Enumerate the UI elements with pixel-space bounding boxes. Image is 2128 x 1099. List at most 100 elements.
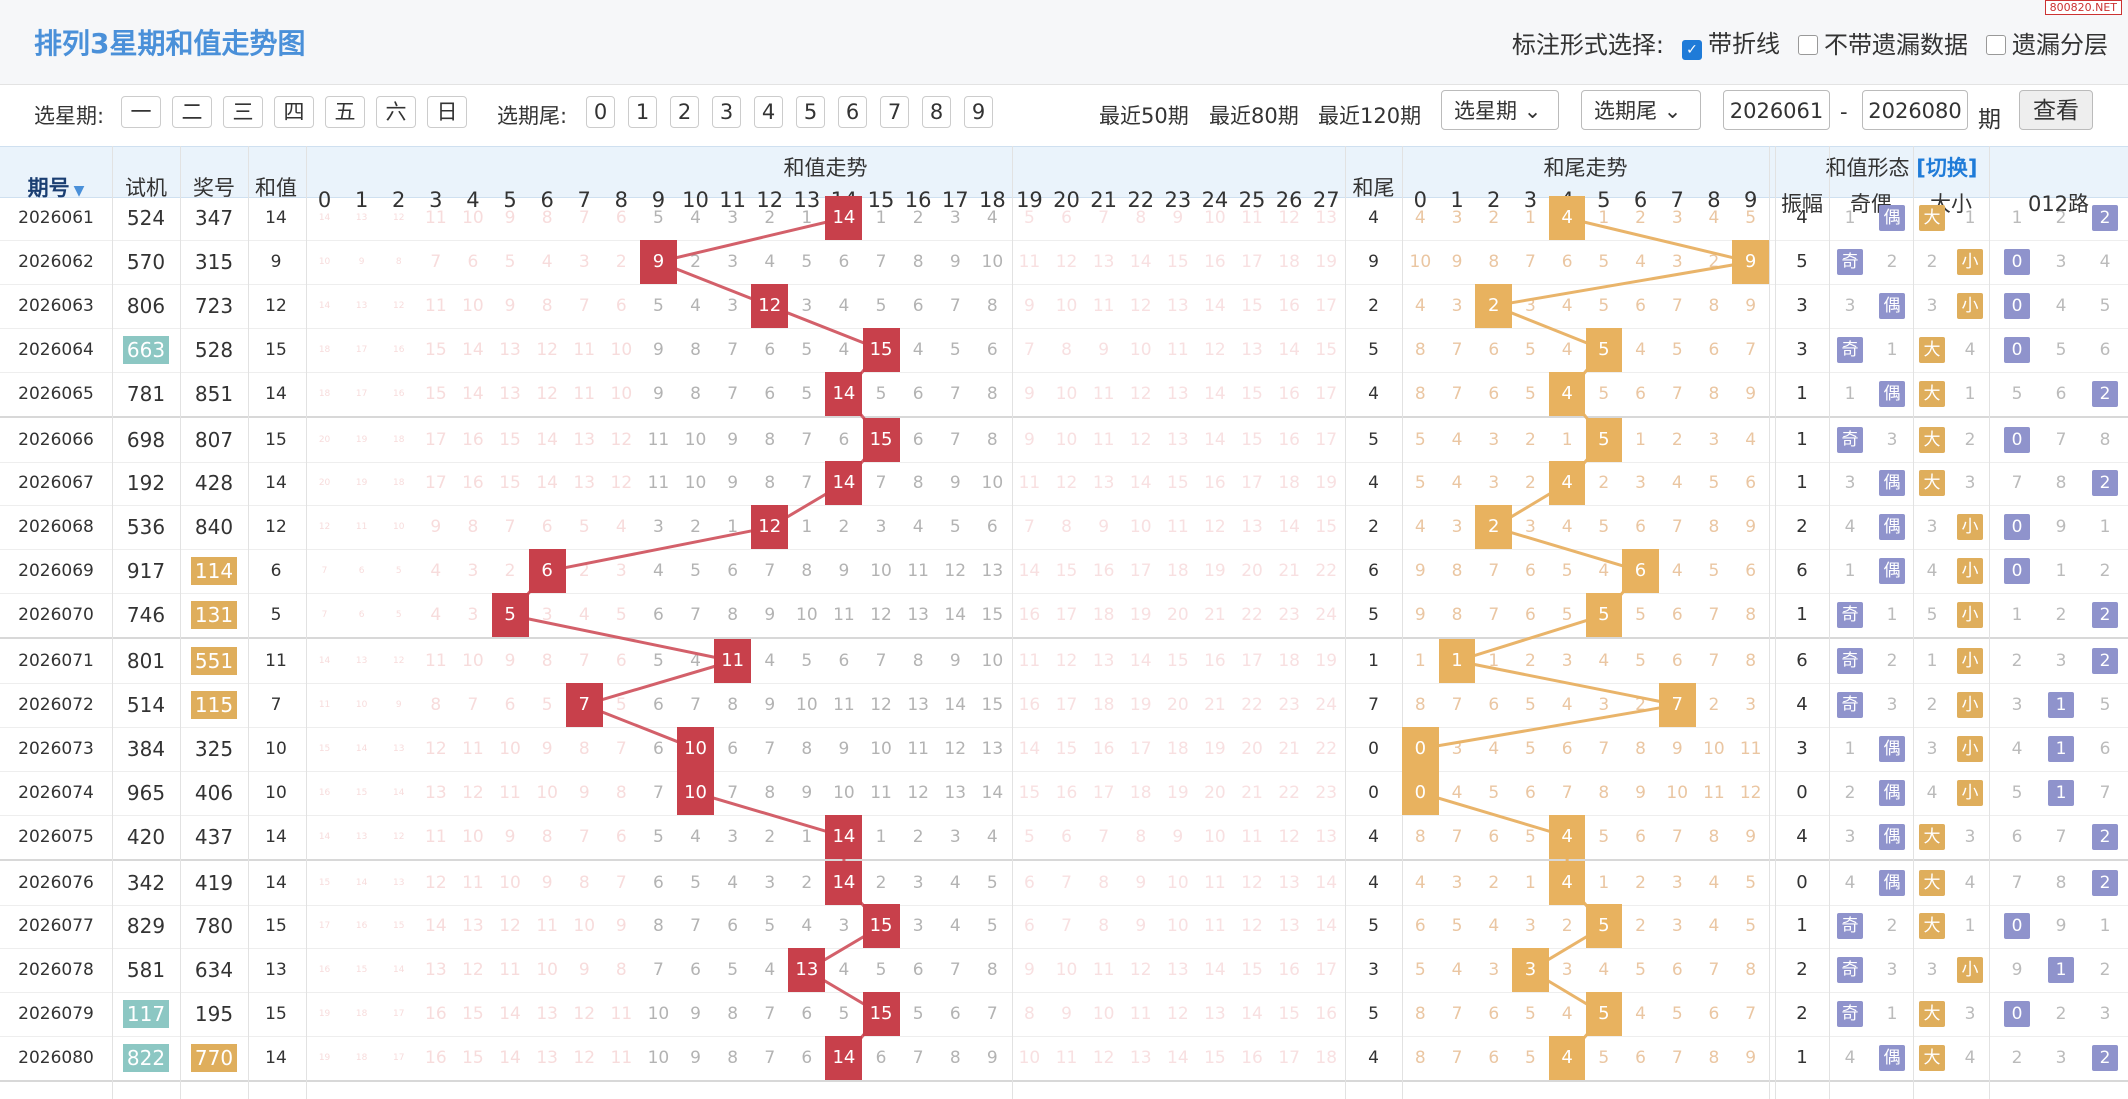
weekday-select[interactable]: 选星期 ⌄ [1441,90,1559,130]
sum-omission-cell: 14 [425,916,447,937]
amplitude-cell: 6 [1796,650,1808,671]
tail-omission-cell: 7 [1598,738,1610,759]
route-1-cell: 2 [2055,208,2067,228]
tail-button-5[interactable]: 5 [796,96,825,128]
tail-button-4[interactable]: 4 [754,96,783,128]
tail-select[interactable]: 选期尾 ⌄ [1581,90,1701,130]
even-tag: 偶 [1879,470,1905,497]
sum-omission-cell: 22 [1241,605,1263,626]
checkbox-icon[interactable] [1986,34,2006,55]
checkbox-icon[interactable] [1798,34,1818,55]
tail-button-9[interactable]: 9 [964,96,993,128]
weekday-button-5[interactable]: 六 [376,96,416,128]
sum-omission-cell: 10 [647,1004,670,1025]
recent-120-link[interactable]: 最近120期 [1318,104,1422,128]
sum-omission-cell: 4 [949,916,961,937]
odd-cell: 2 [1844,782,1856,803]
sort-desc-icon[interactable]: ▼ [73,183,85,199]
switch-link[interactable]: [切换] [1916,156,1978,180]
amplitude-cell: 1 [1796,1047,1808,1069]
odd-cell: 奇 [1829,948,1871,992]
tail-button-3[interactable]: 3 [712,96,741,128]
sum-omission-cell: 6 [727,561,739,582]
sum-omission-cell: 16 [1018,605,1041,626]
sum-omission-cell: 7 [504,517,516,538]
sum-omission-cell: 15 [1241,383,1263,404]
sum-omission-cell: 9 [1135,916,1147,937]
test-header: 试机 [125,176,167,200]
sum-omission-cell: 6 [838,429,850,450]
checkbox-checked-icon[interactable]: ✓ [1682,40,1702,60]
table-row [0,771,2128,816]
tail-button-0[interactable]: 0 [586,96,615,128]
to-issue-input[interactable]: 2026080 [1862,90,1968,130]
sum-tail-header: 和尾 [1352,176,1395,200]
sum-omission-cell: 11 [1204,916,1226,937]
sum-hit-cell: 15 [862,992,900,1037]
sum-omission-cell: 7 [764,1048,776,1069]
table-row [0,372,2128,418]
issue-header[interactable]: 期号 ▼ [27,176,85,200]
sum-omission-cell: 6 [986,517,998,538]
sum-omission-cell: 18 [355,1009,368,1020]
weekday-button-3[interactable]: 四 [274,96,314,128]
prize-highlight: 114 [190,557,238,586]
from-issue-input[interactable]: 2026061 [1723,90,1830,130]
sum-omission-cell: 17 [1278,1048,1300,1069]
recent-50-link[interactable]: 最近50期 [1099,104,1189,128]
tail-omission-cell: 8 [1451,605,1463,626]
weekday-button-6[interactable]: 日 [427,96,467,128]
small-cell: 1 [1964,916,1976,937]
mark-option-omission-layer[interactable]: 遗漏分层 [1986,25,2108,60]
recent-80-link[interactable]: 最近80期 [1209,104,1299,128]
tail-button-2[interactable]: 2 [670,96,699,128]
test-cell: 342 [126,870,166,895]
sum-omission-cell: 15 [425,339,447,360]
tail-button-1[interactable]: 1 [628,96,657,128]
sum-omission-cell: 24 [1315,694,1338,715]
tail-button-7[interactable]: 7 [880,96,909,128]
sum-omission-cell: 11 [907,738,929,759]
sum-omission-cell: 6 [912,960,924,981]
weekday-button-2[interactable]: 三 [223,96,263,128]
big-tag: 大 [1919,1045,1945,1072]
weekday-button-0[interactable]: 一 [121,96,161,128]
tail-omission-cell: 5 [1598,1048,1610,1069]
weekday-button-1[interactable]: 二 [172,96,212,128]
sum-omission-cell: 16 [1092,561,1115,582]
tail-omission-cell: 8 [1635,738,1646,759]
mark-option-no-omission[interactable]: 不带遗漏数据 [1798,25,1968,60]
tail-omission-cell: 4 [1561,517,1573,538]
route-1-cell: 4 [2055,295,2067,316]
sum-omission-cell: 8 [1098,916,1110,937]
tail-button-6[interactable]: 6 [838,96,867,128]
tail-omission-cell: 5 [1525,694,1536,715]
route-tag: 2 [2092,1045,2118,1072]
sum-omission-cell: 9 [949,651,961,671]
sum-omission-cell: 4 [690,208,701,228]
sum-omission-cell: 4 [653,561,664,582]
sum-omission-cell: 14 [1204,960,1226,981]
sum-col-9: 9 [651,188,666,212]
weekday-button-4[interactable]: 五 [325,96,365,128]
sum-omission-cell: 12 [1204,339,1226,360]
sum-omission-cell: 15 [1241,429,1263,450]
issue-cell: 2026077 [18,916,94,937]
sum-omission-cell: 5 [1024,826,1035,847]
view-button[interactable]: 查看 [2019,90,2093,130]
tail-omission-cell: 5 [1451,916,1463,937]
tail-omission-cell: 9 [1451,251,1463,272]
sum-omission-cell: 6 [653,605,664,626]
tail-omission-cell: 6 [1635,517,1646,538]
sum-omission-cell: 16 [425,1004,447,1025]
sum-omission-cell: 5 [395,566,402,577]
mark-option-polyline[interactable]: ✓ 带折线 [1682,24,1780,60]
route-1-cell: 5 [2055,339,2067,360]
test-cell: 698 [126,427,166,452]
sum-omission-cell: 6 [764,339,776,360]
tail-button-8[interactable]: 8 [922,96,951,128]
tail-omission-cell: 7 [1671,826,1683,847]
amplitude-cell: 6 [1796,560,1808,582]
tail-omission-cell: 8 [1708,826,1720,847]
sum-omission-cell: 9 [653,383,664,404]
